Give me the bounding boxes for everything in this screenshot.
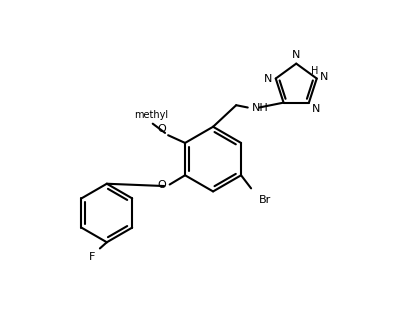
Text: N: N bbox=[264, 74, 272, 84]
Text: O: O bbox=[157, 124, 166, 134]
Text: F: F bbox=[89, 252, 95, 262]
Text: N: N bbox=[312, 104, 320, 114]
Text: N: N bbox=[320, 72, 328, 82]
Text: NH: NH bbox=[252, 103, 269, 113]
Text: Br: Br bbox=[259, 194, 271, 205]
Text: methyl: methyl bbox=[134, 110, 168, 120]
Text: O: O bbox=[158, 180, 166, 190]
Text: H: H bbox=[311, 66, 318, 76]
Text: N: N bbox=[292, 50, 300, 60]
